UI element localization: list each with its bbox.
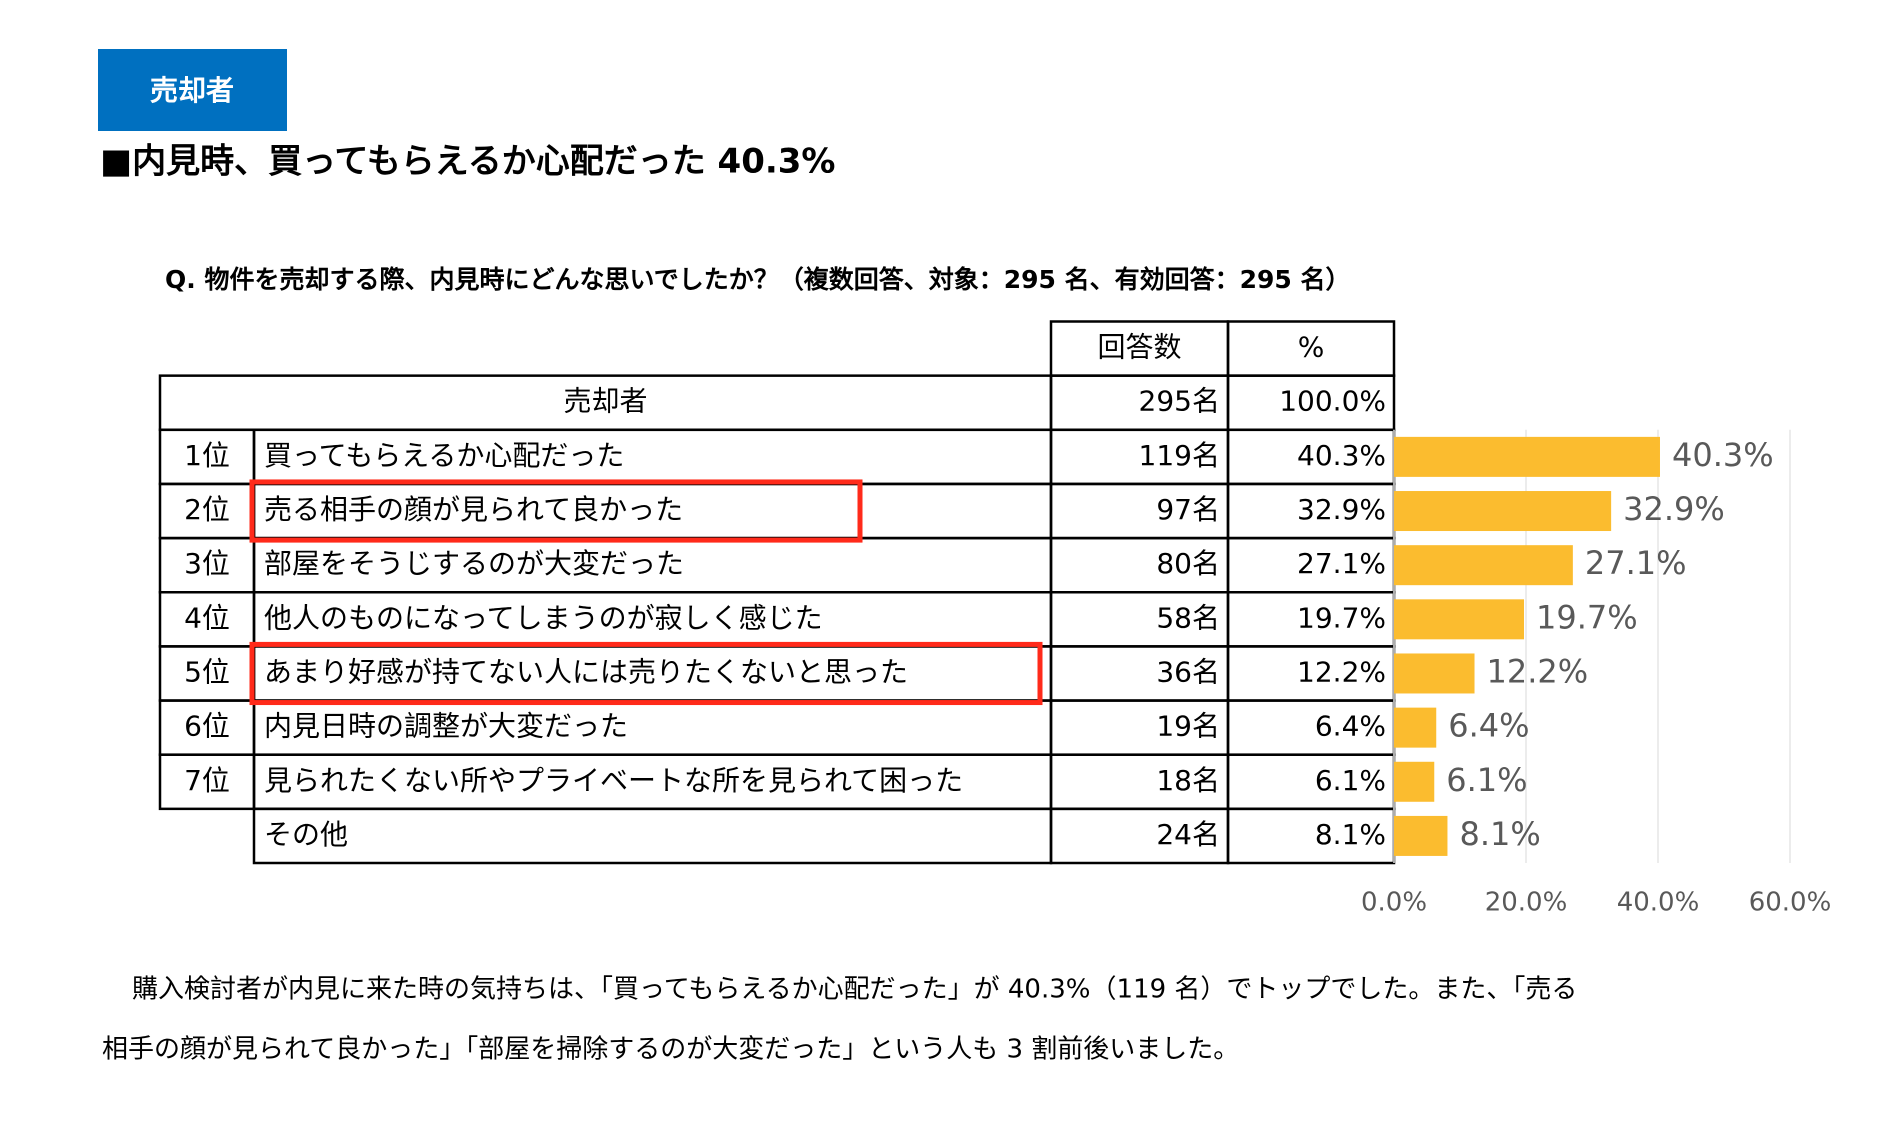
question: Q. 物件を売却する際、内見時にどんな思いでしたか？（複数回答、対象：295 名… [165, 265, 1350, 294]
value-label: 27.1% [1585, 544, 1687, 582]
bar [1394, 545, 1573, 586]
answer-percent: 6.4% [1315, 710, 1386, 743]
value-label: 8.1% [1459, 815, 1540, 853]
answer-percent: 19.7% [1297, 601, 1386, 634]
answer-label: その他 [264, 818, 348, 851]
table-cell [252, 807, 1053, 865]
value-label: 32.9% [1623, 490, 1725, 528]
value-label: 40.3% [1672, 436, 1774, 474]
answer-count: 19名 [1156, 710, 1220, 743]
rank: 7位 [184, 764, 230, 797]
bar [1394, 761, 1435, 802]
total-count: 295名 [1139, 385, 1220, 418]
answer-percent: 8.1% [1315, 818, 1386, 851]
x-tick-label: 20.0% [1485, 888, 1568, 918]
x-tick-label: 40.0% [1617, 888, 1700, 918]
bar [1394, 815, 1448, 856]
highlight-box [249, 479, 863, 543]
answer-count: 80名 [1156, 547, 1220, 580]
bar [1394, 707, 1437, 748]
tag-box [98, 49, 287, 131]
value-label: 19.7% [1536, 598, 1638, 636]
answer-label: 他人のものになってしまうのが寂しく感じた [264, 601, 823, 634]
column-header: % [1298, 331, 1325, 364]
answer-percent: 32.9% [1297, 493, 1386, 526]
tag: 売却者 [150, 74, 234, 107]
answer-count: 119名 [1139, 439, 1220, 472]
answer-count: 36名 [1156, 655, 1220, 688]
body-line: 相手の顔が見られて良かった」「部屋を掃除するのが大変だった」という人も 3 割前… [102, 1035, 1239, 1065]
answer-label: 部屋をそうじするのが大変だった [264, 547, 684, 580]
body-line: 購入検討者が内見に来た時の気持ちは、「買ってもらえるか心配だった」が 40.3%… [132, 975, 1577, 1005]
x-tick-label: 0.0% [1361, 888, 1427, 918]
value-label: 12.2% [1487, 652, 1589, 690]
answer-percent: 40.3% [1297, 439, 1386, 472]
total-label: 売却者 [563, 385, 647, 418]
bar [1394, 653, 1475, 694]
answer-percent: 6.1% [1315, 764, 1386, 797]
title: ■内見時、買ってもらえるか心配だった 40.3% [100, 142, 836, 182]
bar [1394, 491, 1612, 532]
bar [1394, 436, 1660, 477]
highlight-box [249, 641, 1043, 706]
answer-label: 見られたくない所やプライベートな所を見られて困った [264, 764, 963, 797]
rank: 2位 [184, 493, 230, 526]
rank: 6位 [184, 710, 230, 743]
total-percent: 100.0% [1279, 385, 1386, 418]
answer-label: あまり好感が持てない人には売りたくないと思った [264, 655, 908, 688]
bar [1394, 599, 1525, 640]
answer-label: 売る相手の顔が見られて良かった [264, 493, 683, 526]
answer-percent: 27.1% [1297, 547, 1386, 580]
answer-percent: 12.2% [1297, 655, 1386, 688]
answer-count: 58名 [1156, 601, 1220, 634]
rank: 4位 [184, 601, 230, 634]
rank: 3位 [184, 547, 230, 580]
answer-label: 買ってもらえるか心配だった [264, 439, 624, 472]
x-tick-label: 60.0% [1749, 888, 1832, 918]
column-header: 回答数 [1097, 331, 1181, 364]
answer-count: 18名 [1156, 764, 1220, 797]
rank: 5位 [184, 655, 230, 688]
value-label: 6.1% [1446, 761, 1527, 799]
rank: 1位 [184, 439, 230, 472]
answer-count: 24名 [1156, 818, 1220, 851]
answer-count: 97名 [1156, 493, 1220, 526]
value-label: 6.4% [1448, 707, 1529, 745]
answer-label: 内見日時の調整が大変だった [264, 710, 628, 743]
